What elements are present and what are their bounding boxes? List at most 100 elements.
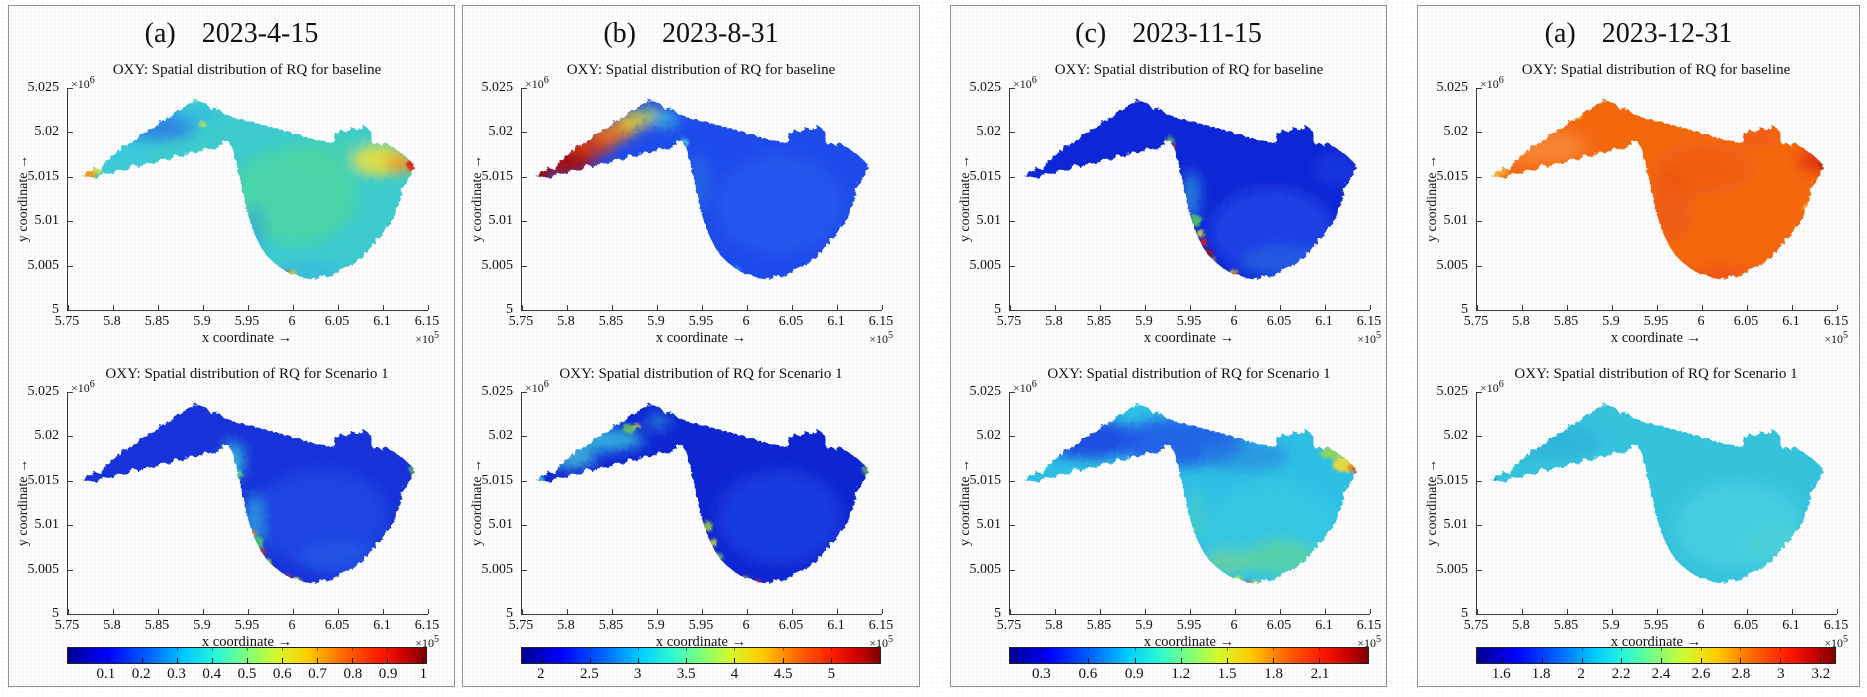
x-axis-tick-labels: 5.75 5.8 5.85 5.9 5.95 6 6.05 6.1 6.15 (996, 618, 1382, 633)
lagoon-heatmap (534, 98, 868, 279)
colorbar-gradient (521, 647, 881, 664)
colorbar-tick-labels: 1.6 1.8 2 2.2 2.4 2.6 2.8 3 3.2 (1491, 666, 1831, 682)
subplot-scenario1: OXY: Spatial distribution of RQ for Scen… (951, 360, 1386, 660)
colorbar-gradient (1476, 647, 1836, 664)
colorbar: 0.1 0.2 0.3 0.4 0.5 0.6 0.7 0.8 0.9 1 (67, 647, 427, 684)
lagoon-heatmap (534, 402, 868, 583)
x-axis-multiplier: ×105 (1357, 634, 1381, 650)
subplot-scenario1: OXY: Spatial distribution of RQ for Scen… (463, 360, 919, 660)
colorbar-tick-labels: 0.1 0.2 0.3 0.4 0.5 0.6 0.7 0.8 0.9 1 (96, 666, 428, 682)
x-axis-multiplier: ×105 (1824, 330, 1848, 346)
subplot-scenario1: OXY: Spatial distribution of RQ for Scen… (9, 360, 454, 660)
lagoon-heatmap (80, 98, 414, 279)
plot-area (521, 88, 883, 311)
colorbar-tick-labels: 2 2.5 3 3.5 4 4.5 5 (537, 666, 836, 682)
lagoon-heatmap (1489, 98, 1823, 279)
x-axis-label: x coordinate → (655, 634, 747, 650)
colorbar-tick-marks-top (1010, 648, 1368, 663)
subplot-title: OXY: Spatial distribution of RQ for Scen… (1514, 366, 1798, 382)
colorbar-tick-marks (1010, 648, 1368, 663)
y-tick-marks (68, 392, 428, 615)
lagoon-heatmap (1022, 402, 1356, 583)
plot-area (1476, 392, 1838, 615)
plot-area (1009, 88, 1371, 311)
x-axis-label: x coordinate → (655, 330, 747, 346)
plot-area (67, 392, 429, 615)
lagoon-heatmap (1489, 402, 1823, 583)
x-axis-multiplier: ×105 (1357, 330, 1381, 346)
subplot-title: OXY: Spatial distribution of RQ for Scen… (105, 366, 389, 382)
y-axis-tick-labels: 5.025 5.02 5.015 5.01 5.005 5 (1436, 384, 1469, 621)
colorbar-tick-marks (522, 648, 880, 663)
subplot-title: OXY: Spatial distribution of RQ for base… (1054, 62, 1324, 78)
y-axis-multiplier: ×106 (1013, 75, 1037, 91)
x-axis-tick-labels: 5.75 5.8 5.85 5.9 5.95 6 6.05 6.1 6.15 (508, 314, 894, 329)
x-tick-marks (1010, 88, 1371, 310)
y-tick-marks (522, 88, 882, 311)
x-tick-marks (522, 392, 883, 614)
y-tick-marks (68, 88, 428, 311)
panel-label: (c) (1075, 18, 1107, 49)
x-axis-label: x coordinate → (1143, 634, 1235, 650)
x-axis-label: x coordinate → (1143, 330, 1235, 346)
panel-date: 2023-8-31 (662, 18, 779, 49)
x-axis-multiplier: ×105 (1824, 634, 1848, 650)
colorbar-tick-marks-top (68, 648, 426, 663)
y-tick-marks (1010, 88, 1370, 311)
x-axis-tick-labels: 5.75 5.8 5.85 5.9 5.95 6 6.05 6.1 6.15 (996, 314, 1382, 329)
plot-area (67, 88, 429, 311)
panel-a-2023-4-15: (a) 2023-4-15 OXY: Spatial distribution o… (8, 5, 455, 687)
y-axis-tick-labels: 5.025 5.02 5.015 5.01 5.005 5 (969, 384, 1002, 621)
colorbar: 1.6 1.8 2 2.2 2.4 2.6 2.8 3 3.2 (1476, 647, 1836, 684)
x-axis-multiplier: ×105 (869, 634, 893, 650)
panel-a-2023-12-31: (a) 2023-12-31 OXY: Spatial distribution … (1417, 5, 1860, 687)
plot-area (1009, 392, 1371, 615)
y-axis-multiplier: ×106 (525, 379, 549, 395)
x-axis-label: x coordinate → (201, 330, 293, 346)
x-axis-tick-labels: 5.75 5.8 5.85 5.9 5.95 6 6.05 6.1 6.15 (1463, 618, 1849, 633)
x-axis-tick-labels: 5.75 5.8 5.85 5.9 5.95 6 6.05 6.1 6.15 (508, 618, 894, 633)
x-axis-multiplier: ×105 (869, 330, 893, 346)
x-tick-marks (522, 88, 883, 310)
lagoon-heatmap (1022, 98, 1356, 279)
subplot-baseline: OXY: Spatial distribution of RQ for base… (9, 56, 454, 356)
x-tick-marks (1477, 392, 1838, 614)
panel-b-2023-8-31: (b) 2023-8-31 OXY: Spatial distribution o… (462, 5, 920, 687)
x-axis-multiplier: ×105 (415, 330, 439, 346)
subplot-baseline: OXY: Spatial distribution of RQ for base… (463, 56, 919, 356)
y-tick-marks (522, 392, 882, 615)
panel-title: (b) 2023-8-31 (463, 18, 919, 50)
panel-label: (a) (1544, 18, 1576, 49)
panel-title: (c) 2023-11-15 (951, 18, 1386, 50)
subplot-baseline: OXY: Spatial distribution of RQ for base… (1418, 56, 1859, 356)
y-axis-tick-labels: 5.025 5.02 5.015 5.01 5.005 5 (969, 80, 1002, 317)
y-axis-tick-labels: 5.025 5.02 5.015 5.01 5.005 5 (27, 80, 60, 317)
colorbar-tick-marks (1477, 648, 1835, 663)
y-axis-tick-labels: 5.025 5.02 5.015 5.01 5.005 5 (481, 80, 514, 317)
colorbar-tick-marks (68, 648, 426, 663)
y-axis-tick-labels: 5.025 5.02 5.015 5.01 5.005 5 (27, 384, 60, 621)
x-axis-tick-labels: 5.75 5.8 5.85 5.9 5.95 6 6.05 6.1 6.15 (54, 314, 440, 329)
plot-area (1476, 88, 1838, 311)
y-axis-multiplier: ×106 (525, 75, 549, 91)
x-axis-label: x coordinate → (201, 634, 293, 650)
colorbar-gradient (1009, 647, 1369, 664)
panel-label: (a) (144, 18, 176, 49)
subplot-title: OXY: Spatial distribution of RQ for base… (1521, 62, 1791, 78)
subplot-baseline: OXY: Spatial distribution of RQ for base… (951, 56, 1386, 356)
y-axis-multiplier: ×106 (71, 379, 95, 395)
x-axis-multiplier: ×105 (415, 634, 439, 650)
panel-date: 2023-4-15 (201, 18, 319, 49)
plot-area (521, 392, 883, 615)
x-tick-marks (68, 88, 429, 310)
y-axis-multiplier: ×106 (1480, 379, 1504, 395)
panel-title: (a) 2023-12-31 (1418, 18, 1859, 50)
x-axis-label: x coordinate → (1610, 330, 1702, 346)
y-tick-marks (1010, 392, 1370, 615)
panel-title: (a) 2023-4-15 (9, 18, 454, 50)
x-tick-marks (1477, 88, 1838, 310)
y-axis-tick-labels: 5.025 5.02 5.015 5.01 5.005 5 (1436, 80, 1469, 317)
y-tick-marks (1477, 392, 1837, 615)
panel-label: (b) (603, 18, 636, 49)
